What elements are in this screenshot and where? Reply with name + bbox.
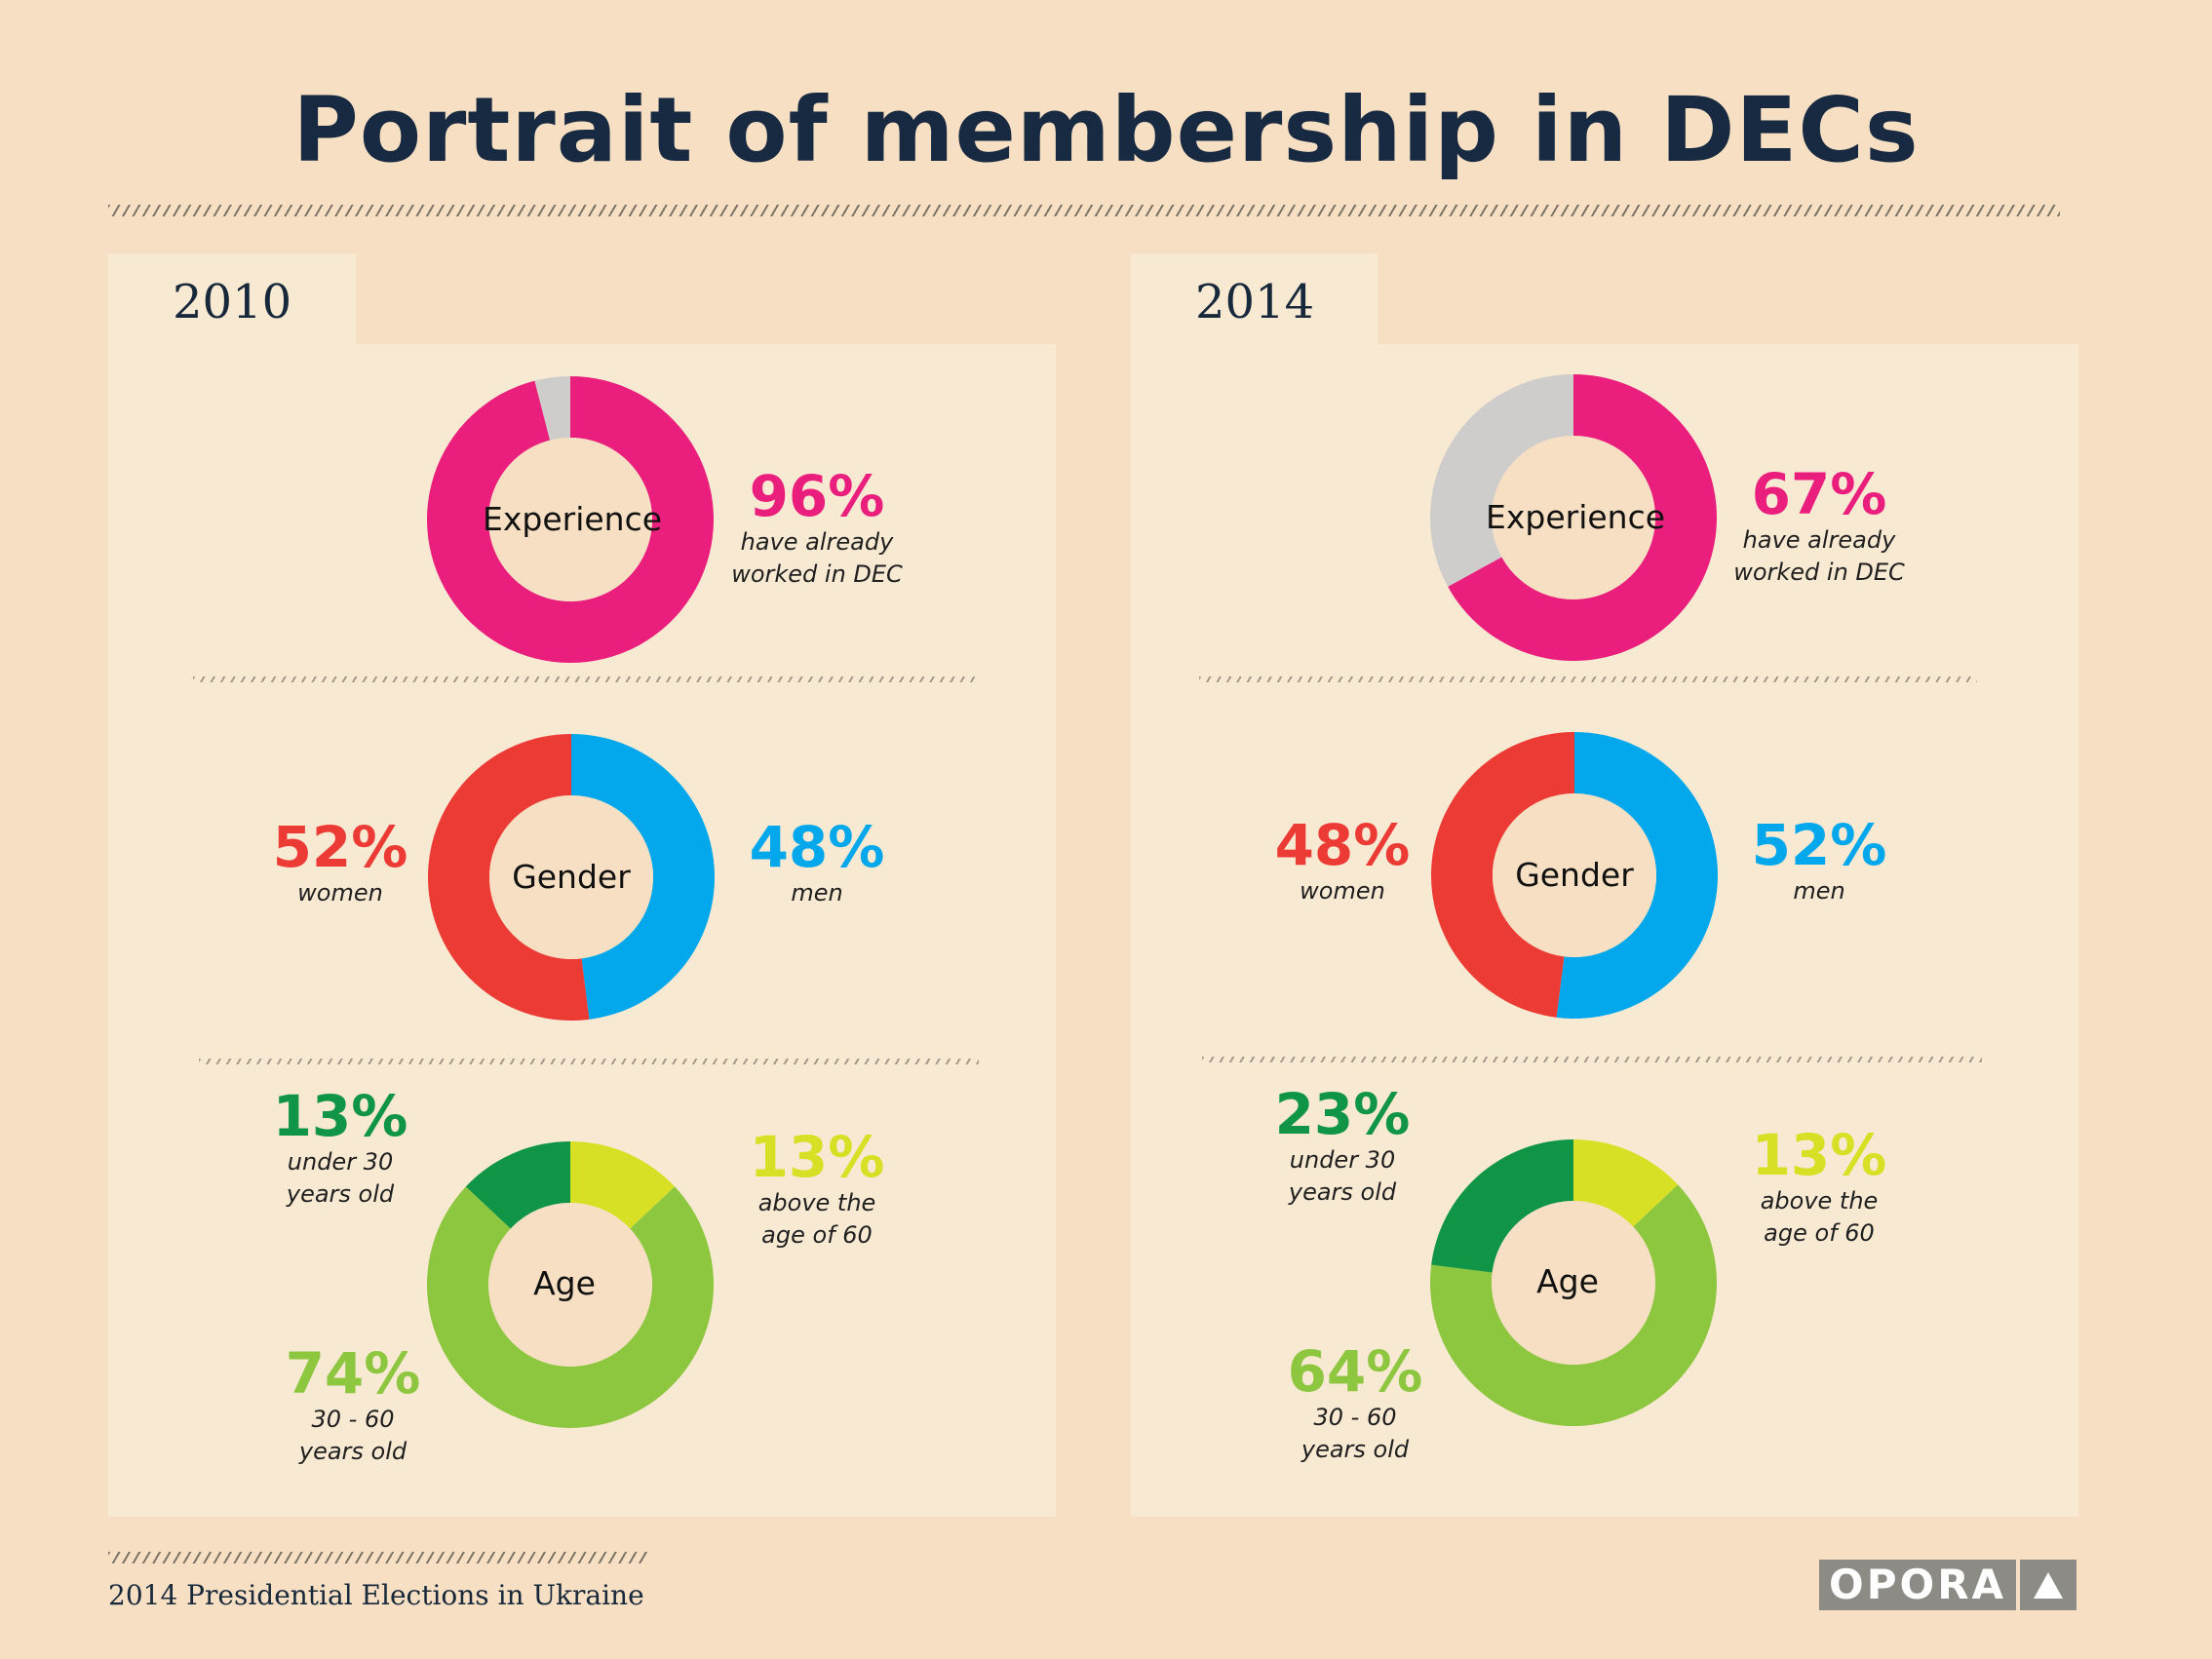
- age-center-label-2010: Age: [533, 1264, 596, 1302]
- footer-divider: [108, 1552, 648, 1563]
- over60-value-2010: 13%: [749, 1124, 885, 1190]
- over60-desc-2010-line2: age of 60: [761, 1221, 873, 1249]
- year-label-2010: 2010: [173, 275, 292, 329]
- under30-value-2014: 23%: [1274, 1081, 1411, 1147]
- experience-slice-other-2014: [1430, 374, 1573, 587]
- gender-slice-women-2014: [1431, 732, 1574, 1018]
- under30-desc-2014-line1: under 30: [1289, 1146, 1396, 1174]
- experience-slice-have-already-worked-in-dec-2014: [1448, 374, 1717, 661]
- men-label-2014: 52% men: [1722, 815, 1917, 907]
- mid-desc-2014-line1: 30 - 60: [1313, 1404, 1397, 1431]
- mid-label-2010: 74% 30 - 60 years old: [255, 1343, 450, 1468]
- page-title: Portrait of membership in DECs: [292, 78, 1920, 182]
- women-label-2010: 52% women: [243, 817, 438, 909]
- triangle-logo-icon: [2020, 1560, 2077, 1610]
- experience-center-label-2010: Experience: [483, 500, 663, 538]
- men-desc-2014: men: [1793, 877, 1845, 905]
- age-slice-under-30-years-old-2010: [465, 1141, 570, 1229]
- gender-donut-hole-2014: [1493, 793, 1656, 957]
- divider-2010-2: [199, 1059, 979, 1064]
- gender-center-label-2010: Gender: [512, 858, 631, 896]
- women-desc-2010: women: [297, 879, 383, 907]
- women-value-2010: 52%: [272, 814, 408, 880]
- age-slice-above-the-age-of-60-2014: [1573, 1139, 1679, 1227]
- age-slice-under-30-years-old-2014: [1431, 1139, 1573, 1273]
- age-donut-hole-2010: [488, 1203, 652, 1367]
- under30-desc-2010-line2: years old: [286, 1180, 395, 1208]
- year-label-2014: 2014: [1195, 275, 1315, 329]
- experience-value-2014: 67%: [1751, 461, 1887, 527]
- men-value-2014: 52%: [1751, 812, 1887, 878]
- over60-label-2014: 13% above the age of 60: [1722, 1125, 1917, 1250]
- title-divider: [108, 205, 2060, 216]
- divider-2014-1: [1199, 676, 1977, 682]
- experience-center-label-2014: Experience: [1486, 498, 1666, 536]
- over60-desc-2010-line1: above the: [757, 1189, 876, 1216]
- age-slice-above-the-age-of-60-2010: [570, 1141, 676, 1229]
- divider-2014-2: [1202, 1057, 1982, 1062]
- gender-slice-men-2010: [571, 734, 715, 1020]
- women-desc-2014: women: [1300, 877, 1385, 905]
- over60-desc-2014-line1: above the: [1760, 1187, 1879, 1215]
- over60-desc-2014-line2: age of 60: [1764, 1219, 1875, 1247]
- mid-desc-2010-line2: years old: [298, 1438, 407, 1465]
- logo-text: OPORA: [1819, 1560, 2017, 1610]
- experience-value-2010: 96%: [749, 463, 885, 529]
- mid-label-2014: 64% 30 - 60 years old: [1258, 1341, 1453, 1466]
- experience-slice-have-already-worked-in-dec-2010: [427, 376, 714, 663]
- gender-center-label-2014: Gender: [1515, 856, 1634, 894]
- over60-value-2014: 13%: [1751, 1122, 1887, 1188]
- under30-desc-2014-line2: years old: [1288, 1178, 1397, 1206]
- experience-desc-2010-line1: have already: [740, 528, 894, 556]
- footer-caption: 2014 Presidential Elections in Ukraine: [108, 1579, 644, 1611]
- experience-value-label-2014: 67% have already worked in DEC: [1722, 464, 1917, 589]
- mid-value-2010: 74%: [285, 1340, 421, 1407]
- gender-slice-men-2014: [1556, 732, 1718, 1019]
- mid-value-2014: 64%: [1287, 1338, 1423, 1405]
- experience-desc-2014-line1: have already: [1742, 526, 1896, 554]
- gender-slice-women-2010: [427, 734, 590, 1021]
- men-desc-2010: men: [791, 879, 843, 907]
- mid-desc-2014-line2: years old: [1300, 1436, 1410, 1463]
- age-center-label-2014: Age: [1536, 1262, 1599, 1300]
- under30-value-2010: 13%: [272, 1083, 408, 1149]
- mid-desc-2010-line1: 30 - 60: [311, 1406, 395, 1433]
- age-slice-30-60-years-old-2014: [1430, 1184, 1717, 1426]
- men-value-2010: 48%: [749, 814, 885, 880]
- women-label-2014: 48% women: [1245, 815, 1440, 907]
- over60-label-2010: 13% above the age of 60: [719, 1127, 914, 1252]
- age-slice-30-60-years-old-2010: [426, 1186, 714, 1429]
- tab-2010: [108, 253, 356, 346]
- experience-donut-hole-2014: [1492, 436, 1655, 599]
- men-label-2010: 48% men: [719, 817, 914, 909]
- under30-label-2010: 13% under 30 years old: [243, 1086, 438, 1211]
- opora-logo: OPORA: [1819, 1560, 2077, 1610]
- divider-2010-1: [193, 676, 975, 682]
- experience-donut-hole-2010: [488, 438, 652, 601]
- experience-slice-other-2010: [534, 376, 570, 441]
- age-donut-hole-2014: [1492, 1201, 1655, 1365]
- experience-desc-2010-line2: worked in DEC: [731, 560, 903, 588]
- gender-donut-hole-2010: [489, 795, 653, 959]
- under30-desc-2010-line1: under 30: [287, 1148, 394, 1176]
- experience-value-label-2010: 96% have already worked in DEC: [719, 466, 914, 591]
- experience-desc-2014-line2: worked in DEC: [1733, 559, 1905, 586]
- women-value-2014: 48%: [1274, 812, 1411, 878]
- tab-2014: [1131, 253, 1378, 346]
- under30-label-2014: 23% under 30 years old: [1245, 1084, 1440, 1209]
